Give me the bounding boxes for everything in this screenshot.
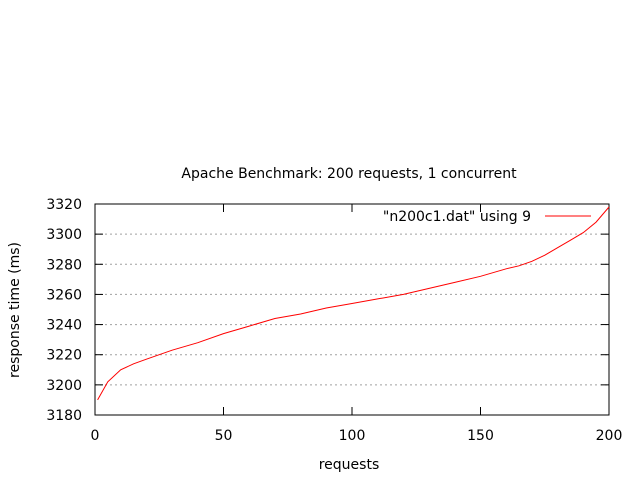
y-tick-label: 3320 [46, 197, 82, 213]
y-tick-label: 3260 [46, 287, 82, 303]
x-tick-labels: 0 50 100 150 200 [91, 428, 623, 444]
gridlines [95, 233, 609, 386]
y-tick-label: 3220 [46, 348, 82, 364]
y-tick-label: 3240 [46, 318, 82, 334]
x-tick-label: 50 [215, 428, 233, 444]
y-tick-label: 3200 [46, 378, 82, 394]
axis-ticks [94, 203, 610, 416]
x-axis-label: requests [319, 457, 380, 473]
y-tick-label: 3300 [46, 227, 82, 243]
series-group [97, 206, 610, 401]
plot-frame [94, 203, 610, 416]
x-tick-label: 150 [467, 428, 494, 444]
y-tick-label: 3280 [46, 257, 82, 273]
x-tick-label: 0 [91, 428, 100, 444]
x-tick-label: 200 [596, 428, 623, 444]
y-axis-label: response time (ms) [7, 242, 23, 378]
x-tick-label: 100 [339, 428, 366, 444]
series-line [97, 206, 610, 401]
chart-title: Apache Benchmark: 200 requests, 1 concur… [181, 166, 517, 182]
legend-label: "n200c1.dat" using 9 [383, 209, 531, 225]
y-tick-labels: 3180 3200 3220 3240 3260 3280 3300 3320 [46, 197, 82, 424]
y-tick-label: 3180 [46, 408, 82, 424]
